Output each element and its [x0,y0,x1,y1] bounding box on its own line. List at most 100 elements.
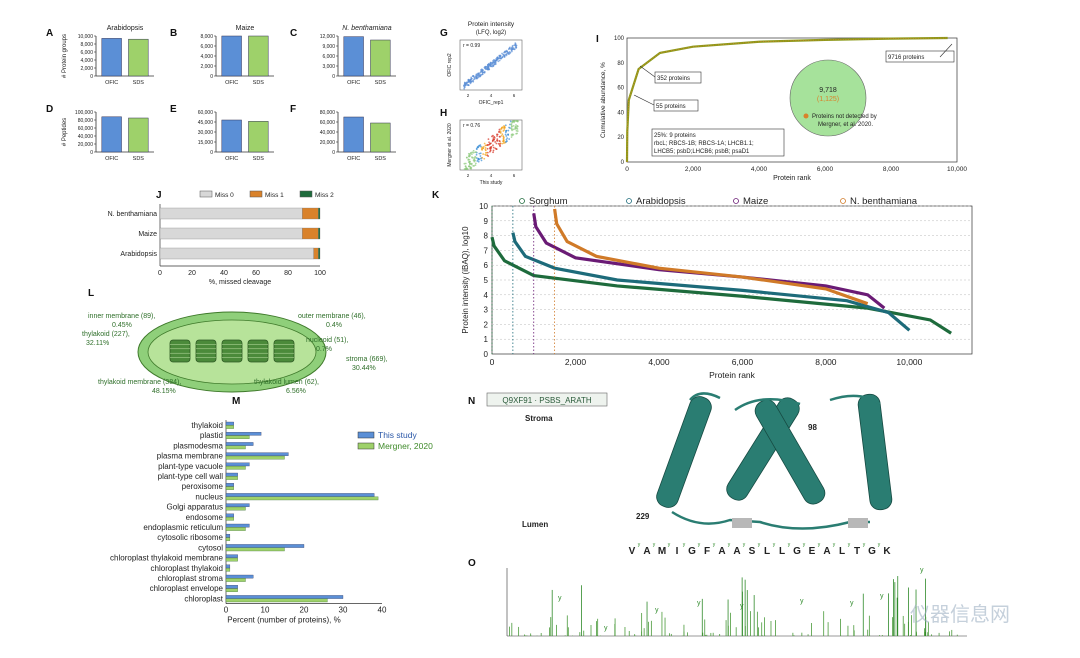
data-point [465,156,468,159]
x-tick-label: 6,000 [817,166,834,173]
data-point [497,142,500,145]
category-label: cytosolic ribosome [157,533,223,542]
category-label: Maize [138,231,157,238]
data-point [505,140,508,143]
panel-letter-b: B [170,28,178,39]
panel-c: 0 3,000 6,000 9,000 12,000 OFIC SDS N. benthami… [320,25,396,86]
y-tick-label: 10 [479,202,488,211]
data-point [491,139,494,142]
data-point [515,46,518,49]
ion-label: y [788,542,791,548]
data-point [480,159,483,162]
label-thylakoid-lumen: thylakoid lumen (62), [254,379,319,386]
x-tick-label: 4 [490,93,493,98]
y-axis-label: Cumulative abundance, % [600,62,607,138]
helix-body [754,399,826,505]
ion-label: y [638,542,641,548]
data-point [471,151,474,154]
data-point [479,152,482,155]
ion-label: y [848,542,851,548]
bar-segment [302,227,319,240]
peak-annotation: y [740,603,744,610]
data-point [496,139,499,142]
legend-marker [840,198,846,204]
data-point [498,140,501,143]
x-tick-label: 2 [467,93,470,98]
label-nucleoid: nucleoid (51), [306,337,348,344]
category-label: plasmodesma [173,441,223,450]
bar-this-study [225,595,344,599]
panel-k: 0 1 2 3 4 5 6 7 8 9 10 0 2,000 4,000 6,000 8,000 10,000 P… [461,196,973,380]
data-point [484,147,487,149]
bar-sds [370,39,391,77]
panel-letter-n: N [468,396,476,407]
y-tick-label: 0 [90,74,93,80]
data-point [504,133,507,136]
x-tick-label: 6,000 [732,357,754,367]
bar-segment [159,247,314,260]
data-point [475,151,477,153]
legend-label: This study [378,430,417,440]
x-tick-label: OFIC [347,156,360,162]
data-point [481,71,484,74]
data-point [482,145,485,148]
category-label: plastid [200,431,223,440]
y-axis-label: Protein intensity (iBAQ), log10 [461,226,470,334]
data-point [486,147,489,150]
data-point [516,128,519,130]
x-tick-label: 30 [339,606,348,615]
panel-g: r = 0.99 Protein intensity (LFQ, log2) OFIC… [447,21,523,106]
peak-annotation: y [920,567,924,574]
x-tick-label: 60 [252,270,260,277]
data-point [506,50,508,53]
data-point [504,124,507,127]
plot-frame [626,37,958,163]
uniprot-id: Q9XF91 · PSBS_ARATH [502,396,591,405]
bar-sds [370,122,391,153]
x-tick-label: 80 [284,270,292,277]
bar-sds [128,38,149,77]
legend-label: Mergner, 2020 [378,441,433,451]
x-tick-label: SDS [253,156,265,162]
data-point [485,65,488,68]
panel-b: 0 2,000 4,000 6,000 8,000 OFIC SDS Maize [200,25,274,86]
data-point [466,84,469,86]
data-point [487,66,489,69]
data-point [488,141,490,144]
category-label: chloroplast thylakoid membrane [110,554,223,563]
label-thylakoid-membrane-pct: 48.15% [152,388,176,395]
data-point [492,137,495,139]
data-point [516,125,519,128]
bar-this-study [225,421,234,426]
data-point [498,130,501,133]
annotation-top9-text: 25%: 9 proteins [654,133,696,139]
series-line-sorghum [490,236,952,335]
bar-sds [128,117,149,153]
x-axis-label: OFIC_rep1 [479,100,504,106]
granum-stack [273,339,295,363]
bar-ofic [221,119,242,153]
y-tick-label: 0 [621,160,625,166]
bar-mergner [225,557,238,562]
data-point [475,73,478,76]
x-tick-label: 2 [467,173,470,178]
y-tick-label: 4,000 [200,54,213,60]
bar-mergner [225,598,328,603]
data-point [499,135,501,138]
category-label: chloroplast thylakoid [151,564,223,573]
panel-letter-k: K [432,190,440,201]
legend-marker [519,198,525,204]
sequence-residue: M [658,546,666,557]
y-tick-label: 10,000 [78,34,94,40]
peak-annotation: y [800,598,804,605]
label-nucleoid-pct: 0.7% [316,346,332,353]
y-axis-label: OFIC rep2 [447,53,453,77]
legend-swatch [299,190,313,198]
legend-label: Arabidopsis [636,196,686,207]
ion-label: y [833,542,836,548]
x-tick-label: 6 [513,93,516,98]
bar-this-study [225,564,231,569]
data-point [472,149,475,152]
x-tick-label: OFIC [225,80,238,86]
data-point [507,129,510,132]
